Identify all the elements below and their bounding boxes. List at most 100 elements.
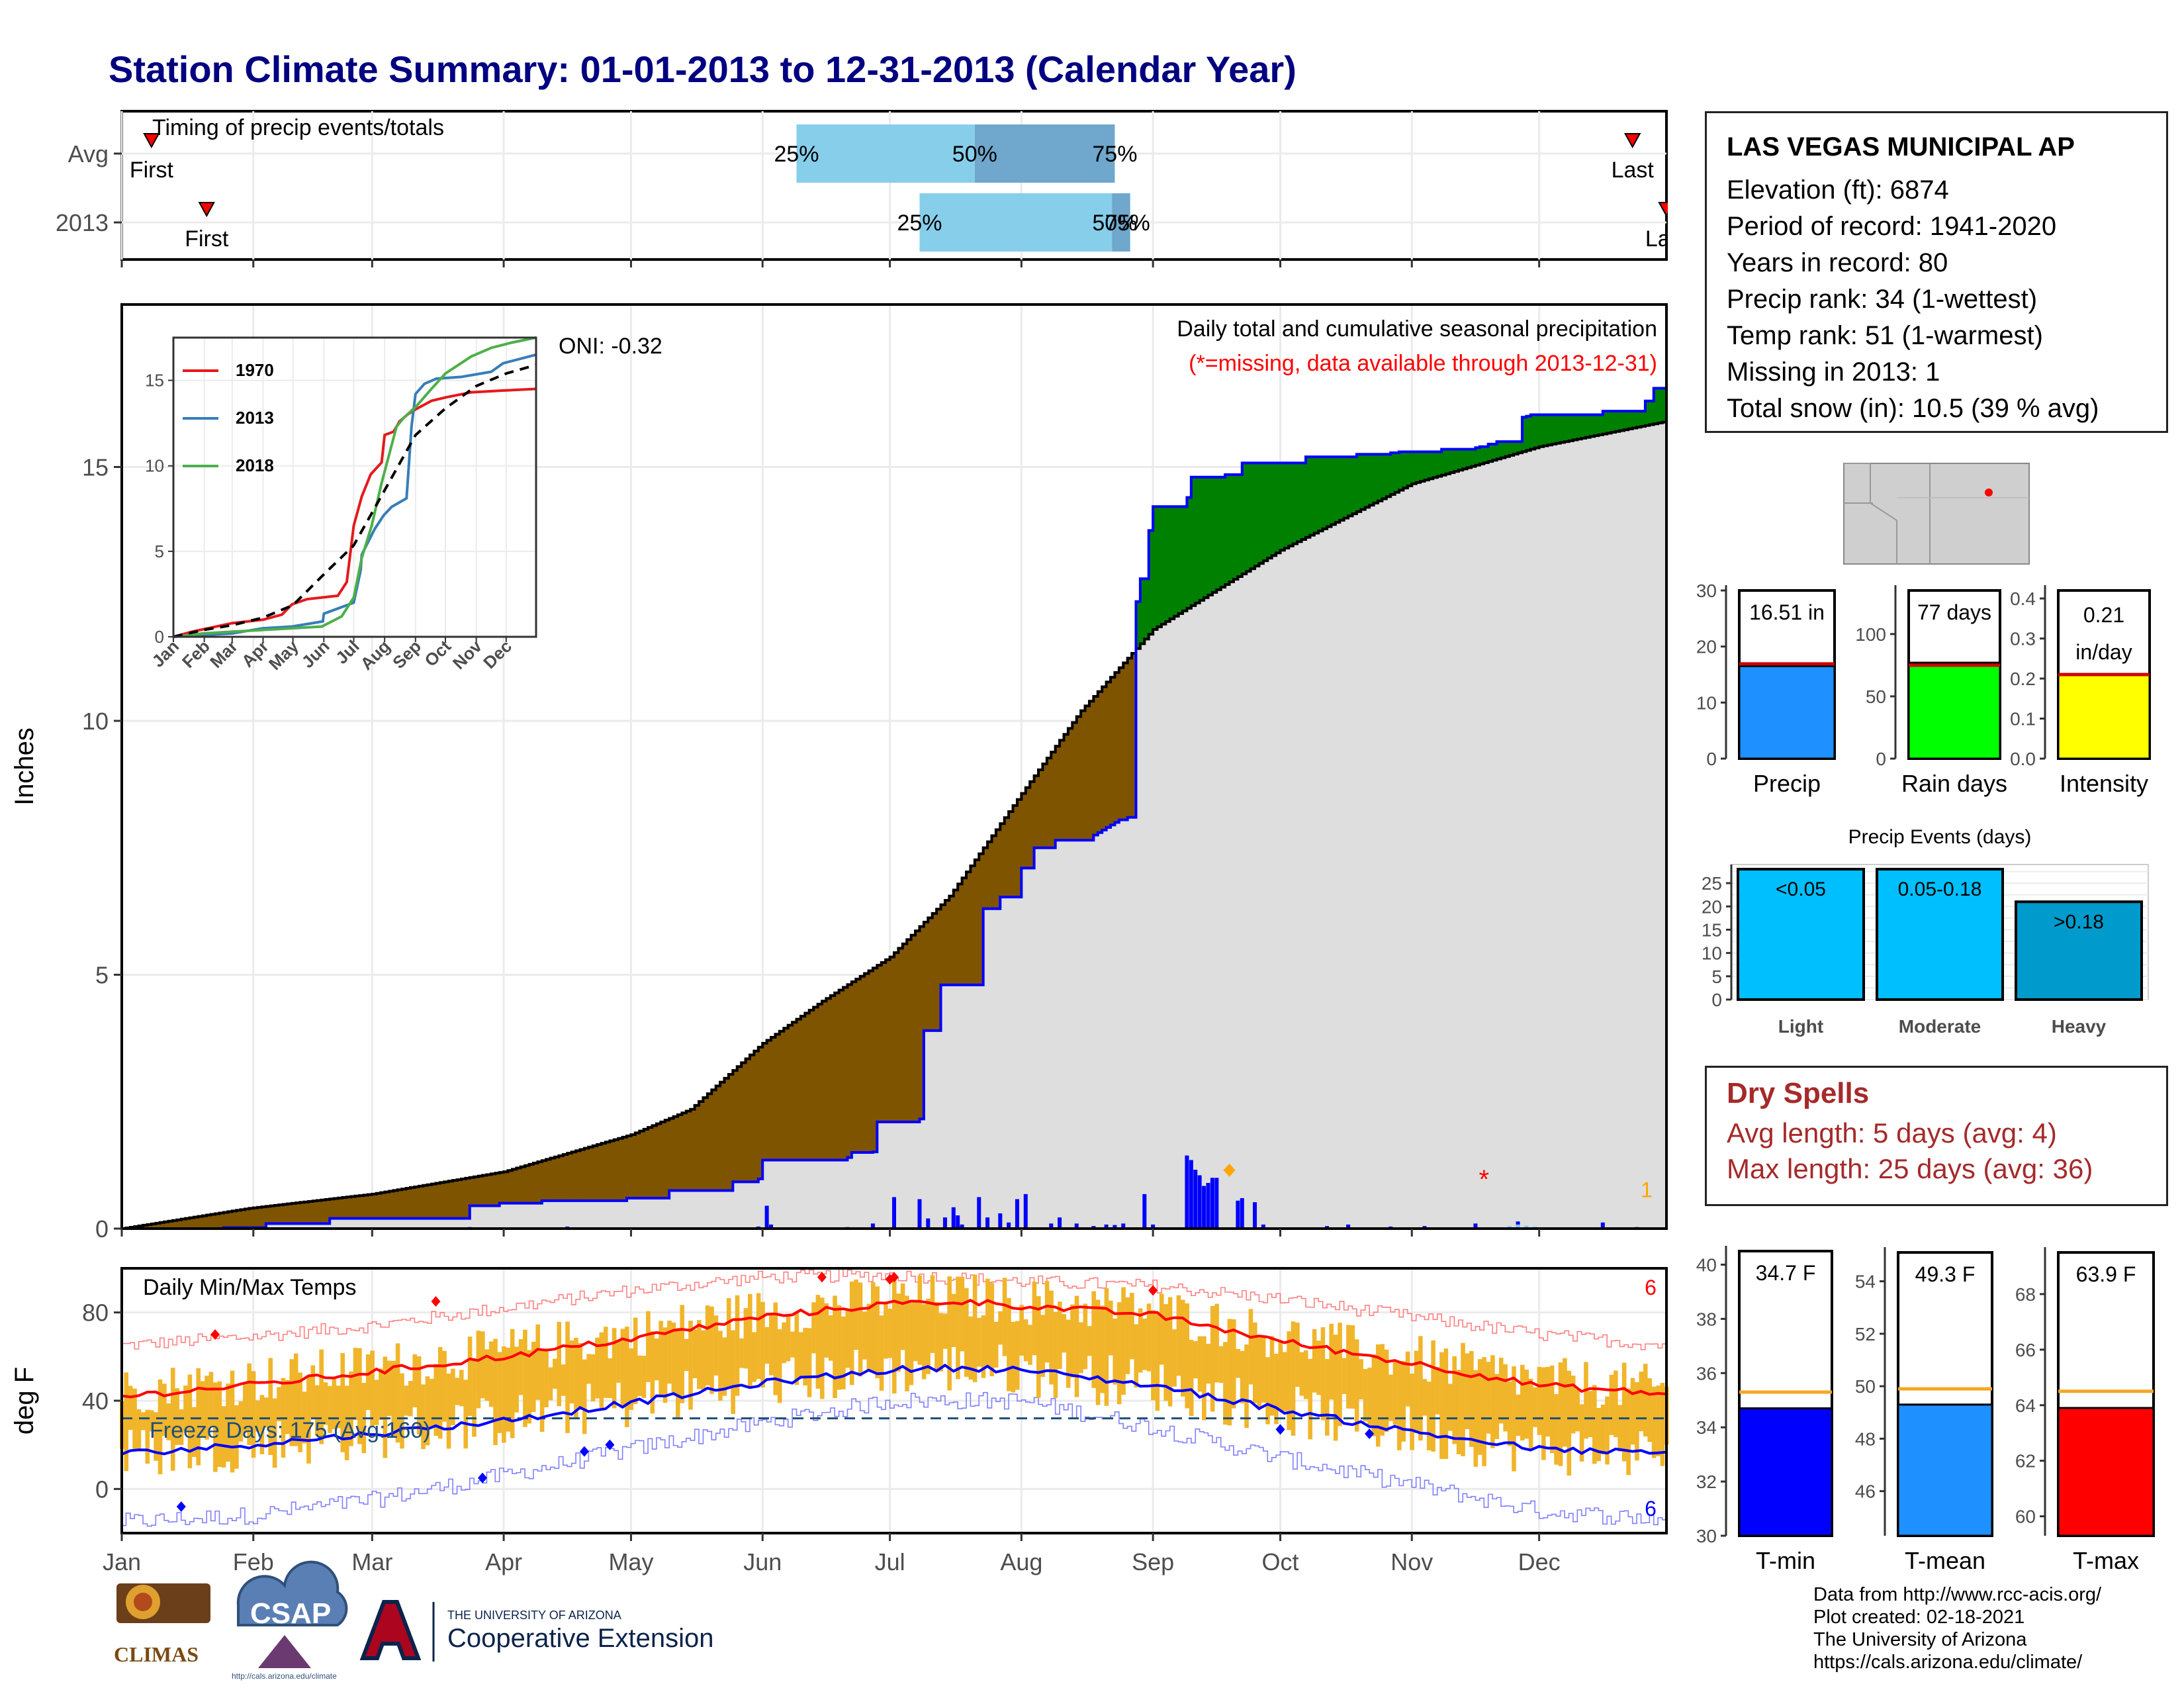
precip-difference-area — [1500, 442, 1506, 458]
temps-daily-bar — [654, 1338, 659, 1381]
temps-daily-bar — [128, 1385, 133, 1430]
summary-bar-ytick-label: 40 — [1696, 1254, 1717, 1275]
temps-daily-bar — [938, 1313, 944, 1372]
temps-daily-bar — [1354, 1339, 1359, 1432]
precip-difference-area — [601, 1143, 606, 1201]
precip-difference-area — [388, 1191, 394, 1219]
temps-daily-bar — [1452, 1356, 1457, 1444]
precip-difference-area — [754, 1051, 759, 1182]
precip-difference-area — [919, 926, 925, 1119]
temps-daily-bar — [1605, 1396, 1610, 1465]
precip-difference-area — [656, 1123, 661, 1198]
precip-difference-area — [1514, 442, 1519, 454]
credits: Data from http://www.rcc-acis.org/ Plot … — [1813, 1583, 2101, 1673]
summary-bar-fill — [2057, 673, 2151, 760]
precip-difference-area — [342, 1197, 347, 1219]
temps-daily-bar — [1303, 1350, 1308, 1399]
precip-difference-area — [1619, 411, 1625, 431]
temps-daily-bar — [582, 1359, 587, 1434]
temps-daily-bar — [993, 1321, 999, 1368]
summary-bar-ytick-label: 0.0 — [2010, 749, 2036, 769]
temps-daily-bar — [124, 1372, 129, 1472]
precip-difference-area — [660, 1121, 666, 1198]
precip-daily-bar — [942, 1217, 947, 1229]
inset-ytick-label: 10 — [145, 456, 164, 476]
inset-series-line — [173, 387, 537, 638]
temps-daily-bar — [1257, 1336, 1262, 1409]
temps-daily-bar — [1397, 1361, 1402, 1450]
temps-daily-bar — [506, 1347, 511, 1432]
precip-difference-area — [469, 1177, 475, 1206]
temps-daily-bar — [578, 1342, 583, 1410]
precip-difference-area — [567, 1153, 572, 1201]
precip-difference-area — [1539, 414, 1544, 447]
temps-daily-bar — [1584, 1362, 1588, 1439]
temps-daily-bar — [484, 1349, 490, 1401]
timing-percent-label: 25% — [897, 211, 942, 236]
precip-difference-area — [546, 1159, 551, 1201]
precip-difference-area — [1225, 474, 1230, 585]
temps-count-top: 6 — [1645, 1276, 1657, 1299]
temps-daily-bar — [234, 1405, 239, 1469]
temps-daily-bar — [1388, 1374, 1393, 1421]
precip-difference-area — [1246, 463, 1251, 572]
precip-daily-bar — [769, 1224, 774, 1229]
temps-daily-bar — [1596, 1407, 1602, 1462]
temps-daily-bar — [493, 1338, 498, 1445]
temps-daily-bar — [328, 1385, 332, 1433]
precip-difference-area — [1220, 477, 1226, 587]
temps-daily-bar — [1647, 1378, 1652, 1442]
temps-daily-bar — [701, 1330, 706, 1391]
precip-difference-area — [792, 1022, 797, 1160]
precip-difference-area — [300, 1202, 305, 1224]
dry-spells-box: Dry Spells Avg length: 5 days (avg: 4) M… — [1705, 1066, 2168, 1206]
ua-small-text: THE UNIVERSITY OF ARIZONA — [447, 1609, 621, 1622]
temps-daily-bar — [1643, 1364, 1648, 1437]
temps-daily-bar — [208, 1372, 214, 1427]
precip-difference-area — [439, 1182, 445, 1219]
temps-daily-bar — [408, 1381, 413, 1417]
temps-daily-bar — [1486, 1362, 1491, 1434]
summary-bar-fill — [2057, 1407, 2155, 1537]
precip-difference-area — [1386, 454, 1391, 497]
ua-logo: THE UNIVERSITY OF ARIZONA Cooperative Ex… — [359, 1600, 713, 1662]
precip-difference-area — [652, 1125, 657, 1198]
precip-difference-area — [843, 987, 848, 1160]
precip-difference-area — [1093, 696, 1099, 835]
temps-daily-bar — [404, 1385, 409, 1416]
temps-daily-bar — [1617, 1405, 1623, 1452]
precip-difference-area — [936, 909, 942, 1031]
temps-daily-bar — [1095, 1299, 1101, 1405]
temps-daily-bar — [480, 1331, 485, 1399]
temps-daily-bar — [268, 1358, 273, 1456]
precip-difference-area — [490, 1174, 496, 1206]
precip-difference-area — [363, 1195, 369, 1219]
temps-daily-bar — [502, 1346, 506, 1443]
temps-daily-bar — [1498, 1358, 1504, 1424]
temps-daily-bar — [1507, 1381, 1512, 1446]
csap-logo-text: CSAP — [250, 1597, 331, 1630]
inset-series-line — [173, 353, 537, 638]
summary-bar-value-label: 34.7 F — [1756, 1261, 1816, 1285]
precip-difference-area — [745, 1058, 751, 1182]
temps-daily-bar — [1656, 1385, 1661, 1456]
precip-difference-area — [1204, 477, 1209, 598]
temps-daily-bar — [697, 1320, 702, 1389]
temps-daily-bar — [340, 1353, 345, 1452]
temps-xtick-label: Mar — [351, 1548, 392, 1575]
precip-difference-area — [541, 1160, 547, 1201]
precip-daily-bar — [1113, 1225, 1117, 1229]
dry-spells-title: Dry Spells — [1727, 1077, 1870, 1109]
temps-daily-bar — [837, 1305, 842, 1390]
precip-difference-area — [635, 1133, 640, 1198]
temps-daily-bar — [1087, 1326, 1092, 1356]
precip-difference-area — [1208, 477, 1213, 595]
temps-daily-bar — [1545, 1366, 1551, 1437]
precip-difference-area — [448, 1181, 453, 1219]
temps-daily-bar — [1079, 1322, 1083, 1374]
precip-difference-area — [809, 1010, 814, 1160]
precip-daily-bar — [1261, 1224, 1265, 1229]
precip-difference-area — [381, 1192, 386, 1219]
precip-difference-area — [622, 1137, 627, 1201]
